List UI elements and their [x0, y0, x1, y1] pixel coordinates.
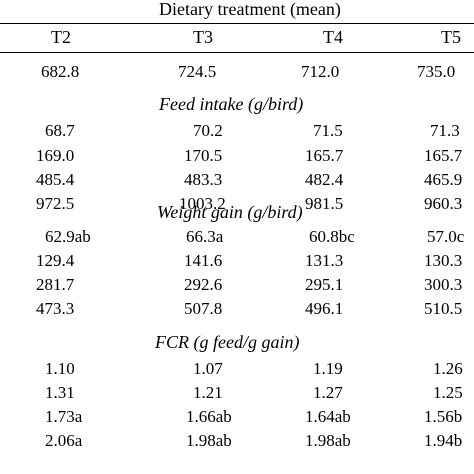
column-header-t2: T2: [51, 27, 71, 47]
cell-fcr-r2-t3: 1.21: [193, 383, 223, 402]
section-title-weight-gain: Weight gain (g/bird): [157, 202, 303, 222]
cell-fcr-r3-t4: 1.64ab: [305, 407, 351, 426]
cell-gain-r2-t4: 131.3: [305, 251, 344, 270]
cell-feed-r2-t4: 165.7: [305, 146, 344, 165]
cell-fcr-r4-t4: 1.98ab: [305, 431, 351, 450]
cell-feed-r4-t4: 981.5: [305, 194, 344, 213]
column-header-t4: T4: [323, 27, 343, 47]
cell-gain-r1-t3: 66.3a: [186, 227, 224, 246]
cell-fcr-r1-t5: 1.26: [433, 359, 463, 378]
cell-initial-t5: 735.0: [417, 62, 456, 81]
cell-feed-r3-t2: 485.4: [36, 170, 75, 189]
cell-fcr-r3-t2: 1.73a: [45, 407, 83, 426]
cell-gain-r1-t5: 57.0c: [427, 227, 465, 246]
cell-gain-r4-t2: 473.3: [36, 299, 75, 318]
cell-gain-r4-t5: 510.5: [424, 299, 463, 318]
cell-fcr-r1-t3: 1.07: [193, 359, 223, 378]
cell-gain-r2-t5: 130.3: [424, 251, 463, 270]
cell-feed-r1-t4: 71.5: [313, 121, 343, 140]
cell-feed-r1-t5: 71.3: [430, 121, 460, 140]
cell-fcr-r4-t2: 2.06a: [45, 431, 83, 450]
cell-feed-r4-t5: 960.3: [424, 194, 463, 213]
cell-feed-r2-t5: 165.7: [424, 146, 463, 165]
cell-feed-r3-t5: 465.9: [424, 170, 463, 189]
cell-initial-t3: 724.5: [178, 62, 217, 81]
cell-fcr-r3-t3: 1.66ab: [186, 407, 232, 426]
cell-fcr-r4-t5: 1.94b: [424, 431, 463, 450]
cell-feed-r1-t3: 70.2: [193, 121, 223, 140]
cell-fcr-r4-t3: 1.98ab: [186, 431, 232, 450]
cell-initial-t2: 682.8: [41, 62, 80, 81]
cell-gain-r1-t4: 60.8bc: [309, 227, 355, 246]
section-title-feed-intake: Feed intake (g/bird): [159, 94, 304, 114]
cell-gain-r3-t2: 281.7: [36, 275, 75, 294]
cell-fcr-r2-t5: 1.25: [433, 383, 463, 402]
cell-fcr-r2-t4: 1.27: [313, 383, 343, 402]
cell-fcr-r1-t4: 1.19: [313, 359, 343, 378]
cell-gain-r2-t2: 129.4: [36, 251, 75, 270]
cell-feed-r3-t3: 483.3: [184, 170, 223, 189]
cell-fcr-r1-t2: 1.10: [45, 359, 75, 378]
cell-feed-r4-t2: 972.5: [36, 194, 75, 213]
column-header-t5: T5: [441, 27, 461, 47]
column-header-t3: T3: [193, 27, 213, 47]
cell-feed-r1-t2: 68.7: [45, 121, 75, 140]
cell-fcr-r2-t2: 1.31: [45, 383, 75, 402]
cell-initial-t4: 712.0: [301, 62, 340, 81]
cell-fcr-r3-t5: 1.56b: [424, 407, 463, 426]
group-header: Dietary treatment (mean): [159, 0, 341, 19]
cell-gain-r4-t4: 496.1: [305, 299, 344, 318]
cell-gain-r1-t2: 62.9ab: [45, 227, 91, 246]
cell-gain-r2-t3: 141.6: [184, 251, 223, 270]
cell-gain-r3-t4: 295.1: [305, 275, 344, 294]
header-rule-top: [0, 23, 474, 24]
cell-feed-r4-t3: 1003.2: [179, 194, 226, 213]
header-rule-bottom: [0, 52, 474, 53]
cell-feed-r2-t2: 169.0: [36, 146, 75, 165]
section-title-fcr: FCR (g feed/g gain): [155, 332, 300, 352]
cell-gain-r3-t5: 300.3: [424, 275, 463, 294]
cell-feed-r2-t3: 170.5: [184, 146, 223, 165]
cell-gain-r3-t3: 292.6: [184, 275, 223, 294]
cell-feed-r3-t4: 482.4: [305, 170, 344, 189]
cell-gain-r4-t3: 507.8: [184, 299, 223, 318]
